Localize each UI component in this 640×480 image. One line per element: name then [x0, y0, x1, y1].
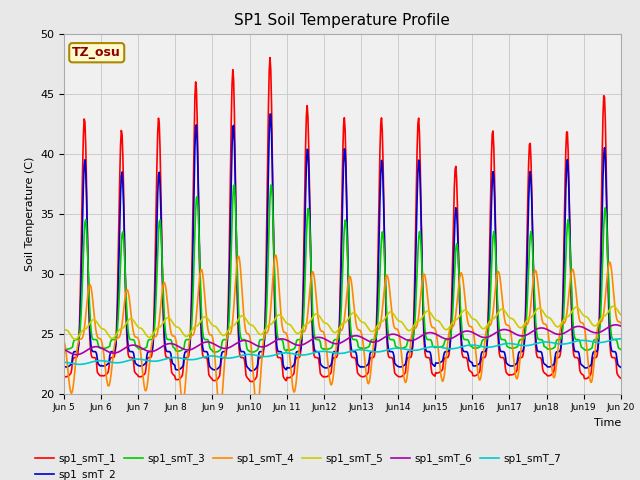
Line: sp1_smT_2: sp1_smT_2: [64, 114, 621, 371]
Y-axis label: Soil Temperature (C): Soil Temperature (C): [24, 156, 35, 271]
sp1_smT_4: [184, 350, 192, 356]
sp1_smT_1: [184, 355, 192, 360]
sp1_smT_1: [60, 373, 68, 379]
sp1_smT_3: [127, 336, 135, 342]
sp1_smT_1: [214, 376, 221, 382]
sp1_smT_6: [72, 352, 80, 358]
sp1_smT_2: [248, 368, 256, 373]
sp1_smT_7: [214, 354, 222, 360]
sp1_smT_3: [60, 346, 68, 351]
sp1_smT_7: [76, 361, 83, 367]
sp1_smT_2: [70, 349, 78, 355]
sp1_smT_7: [411, 348, 419, 353]
sp1_smT_2: [428, 360, 436, 366]
sp1_smT_2: [412, 264, 419, 270]
sp1_smT_1: [127, 355, 135, 360]
sp1_smT_7: [617, 336, 625, 342]
sp1_smT_7: [616, 336, 624, 342]
sp1_smT_3: [212, 349, 220, 355]
sp1_smT_1: [617, 375, 625, 381]
sp1_smT_2: [60, 363, 68, 369]
sp1_smT_3: [617, 347, 625, 352]
X-axis label: Time: Time: [593, 418, 621, 428]
sp1_smT_5: [411, 321, 419, 327]
Line: sp1_smT_5: sp1_smT_5: [64, 306, 621, 339]
sp1_smT_6: [128, 342, 136, 348]
sp1_smT_5: [128, 316, 136, 322]
sp1_smT_4: [127, 314, 135, 320]
sp1_smT_4: [428, 324, 436, 330]
sp1_smT_6: [612, 322, 620, 328]
sp1_smT_3: [428, 339, 436, 345]
Line: sp1_smT_3: sp1_smT_3: [64, 185, 621, 352]
sp1_smT_5: [214, 326, 222, 332]
sp1_smT_4: [617, 321, 625, 326]
Title: SP1 Soil Temperature Profile: SP1 Soil Temperature Profile: [234, 13, 451, 28]
sp1_smT_5: [428, 311, 435, 316]
sp1_smT_6: [428, 330, 435, 336]
sp1_smT_1: [428, 370, 436, 376]
sp1_smT_5: [70, 336, 78, 342]
sp1_smT_5: [71, 336, 79, 342]
sp1_smT_7: [428, 344, 435, 350]
sp1_smT_6: [214, 343, 222, 349]
sp1_smT_2: [267, 111, 275, 117]
sp1_smT_1: [412, 228, 419, 233]
Line: sp1_smT_6: sp1_smT_6: [64, 325, 621, 355]
sp1_smT_5: [609, 303, 617, 309]
Text: TZ_osu: TZ_osu: [72, 46, 121, 59]
sp1_smT_3: [184, 336, 192, 342]
sp1_smT_7: [60, 360, 68, 365]
sp1_smT_4: [412, 325, 419, 331]
sp1_smT_2: [617, 364, 625, 370]
sp1_smT_4: [70, 376, 78, 382]
sp1_smT_5: [185, 332, 193, 338]
sp1_smT_3: [230, 182, 238, 188]
sp1_smT_4: [216, 409, 223, 415]
sp1_smT_6: [60, 347, 68, 352]
sp1_smT_1: [266, 55, 274, 60]
sp1_smT_6: [411, 337, 419, 343]
sp1_smT_3: [70, 337, 78, 343]
sp1_smT_3: [214, 348, 222, 354]
sp1_smT_7: [185, 357, 193, 362]
sp1_smT_5: [60, 326, 68, 332]
sp1_smT_7: [128, 357, 136, 362]
Line: sp1_smT_4: sp1_smT_4: [64, 255, 621, 412]
sp1_smT_1: [248, 379, 255, 384]
sp1_smT_5: [617, 312, 625, 318]
sp1_smT_1: [70, 355, 78, 360]
sp1_smT_6: [70, 351, 78, 357]
sp1_smT_4: [214, 390, 221, 396]
Legend: sp1_smT_1, sp1_smT_2, sp1_smT_3, sp1_smT_4, sp1_smT_5, sp1_smT_6, sp1_smT_7: sp1_smT_1, sp1_smT_2, sp1_smT_3, sp1_smT…: [31, 449, 565, 480]
sp1_smT_2: [127, 349, 135, 355]
sp1_smT_6: [617, 323, 625, 329]
sp1_smT_2: [214, 366, 221, 372]
Line: sp1_smT_1: sp1_smT_1: [64, 58, 621, 382]
sp1_smT_6: [185, 347, 193, 353]
Line: sp1_smT_7: sp1_smT_7: [64, 339, 621, 364]
sp1_smT_4: [60, 338, 68, 344]
sp1_smT_2: [184, 348, 192, 354]
sp1_smT_4: [271, 252, 279, 258]
sp1_smT_3: [412, 306, 419, 312]
sp1_smT_7: [70, 361, 78, 367]
